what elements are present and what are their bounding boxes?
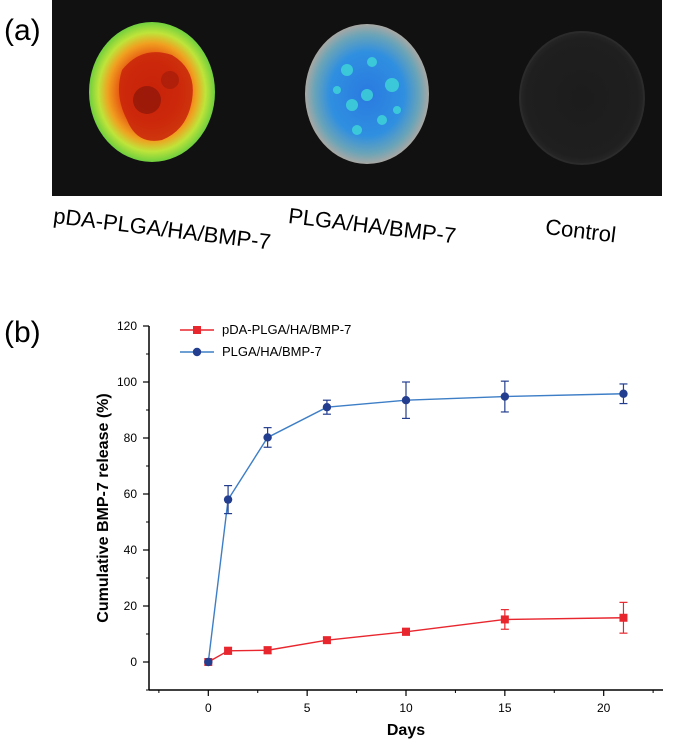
y-tick-label: 60 [124,487,138,501]
x-tick-label: 20 [597,701,611,715]
data-point-s1 [402,627,410,636]
panel-b-label: (b) [4,316,41,349]
sample-caption-1: pDA-PLGA/HA/BMP-7 [51,203,273,255]
y-tick-label: 40 [124,543,138,557]
data-point-s2 [500,392,510,401]
data-point-s2 [263,433,272,442]
sample-caption-3: Control [543,214,618,248]
series-line-2 [207,393,624,663]
data-point-s1 [224,646,233,655]
data-point-s2 [401,396,411,405]
sample-3-disc [519,31,645,165]
legend-label-2: PLGA/HA/BMP-7 [222,344,322,359]
legend-label-1: pDA-PLGA/HA/BMP-7 [222,322,351,337]
x-tick-label: 10 [399,701,413,715]
sample-2-speckles [333,57,401,135]
y-tick-label: 20 [124,599,138,613]
data-point-s2 [619,389,628,398]
x-axis-label: Days [387,722,425,739]
data-point-s2 [204,657,213,667]
x-tick-label: 15 [498,701,512,715]
data-point-s2 [322,403,332,412]
sample-caption-2: PLGA/HA/BMP-7 [286,203,458,249]
x-tick-label: 5 [304,701,311,715]
data-point-s1 [619,613,628,622]
y-axis-label: Cumulative BMP-7 release (%) [95,393,112,622]
series-line-1 [207,617,624,663]
panel-a-label: (a) [4,14,41,47]
legend-marker-1 [193,326,201,334]
x-tick-label: 0 [205,701,212,715]
y-tick-label: 100 [117,375,137,389]
y-tick-label: 80 [124,431,138,445]
y-tick-label: 0 [130,655,137,669]
release-chart: 0 20 40 60 80 100 120 0 5 10 15 20 Days Cumulative BM… [95,319,663,739]
data-point-s1 [263,646,272,655]
y-tick-label: 120 [117,319,137,333]
data-point-s2 [223,495,233,504]
data-point-s1 [500,615,509,624]
fluorescence-image [52,0,662,196]
data-point-s1 [322,636,331,645]
legend-marker-2 [192,347,202,357]
